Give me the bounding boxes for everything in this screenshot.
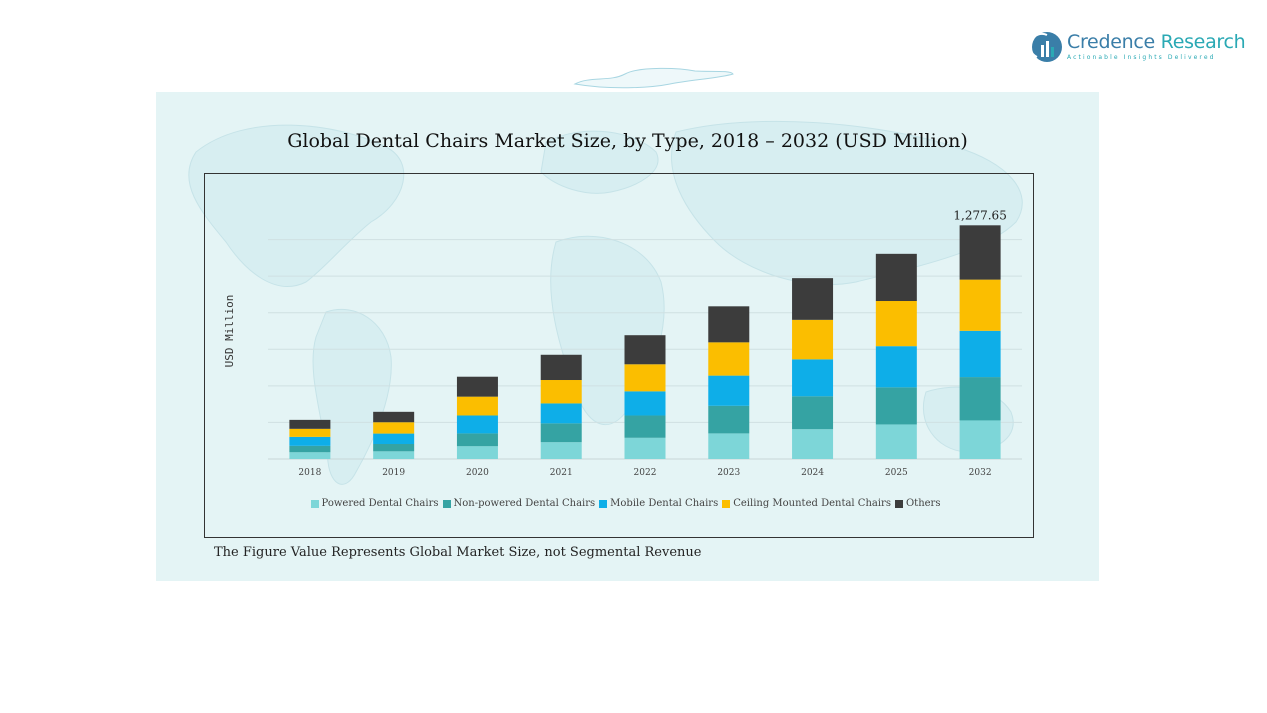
bar-ceiling-mounted-dental-chairs-2022: [624, 364, 666, 392]
bar-others-2021: [540, 354, 582, 381]
bar-powered-dental-chairs-2032: [959, 420, 1001, 459]
bar-ceiling-mounted-dental-chairs-2023: [708, 342, 750, 376]
legend-swatch: [894, 499, 903, 508]
plot-frame: [204, 173, 1034, 538]
bar-non-powered-dental-chairs-2020: [456, 433, 498, 447]
bar-non-powered-dental-chairs-2024: [792, 396, 834, 430]
brand-tagline: Actionable Insights Delivered: [1067, 54, 1216, 61]
brand-name-part1: Credence: [1067, 31, 1155, 53]
total-data-label: 1,277.65: [953, 208, 1006, 222]
brand-name: Credence Research: [1067, 31, 1246, 53]
y-axis-label: USD Million: [223, 295, 236, 368]
bar-powered-dental-chairs-2019: [373, 451, 415, 459]
bar-mobile-dental-chairs-2018: [289, 436, 331, 446]
bar-others-2024: [792, 278, 834, 320]
legend-item: Mobile Dental Chairs: [599, 498, 718, 509]
bar-non-powered-dental-chairs-2022: [624, 415, 666, 438]
legend-item: Others: [894, 498, 941, 509]
chart-panel: Global Dental Chairs Market Size, by Typ…: [156, 92, 1099, 581]
footnote: The Figure Value Represents Global Marke…: [214, 545, 702, 560]
legend-swatch: [310, 499, 319, 508]
bar-non-powered-dental-chairs-2025: [875, 387, 917, 425]
bar-mobile-dental-chairs-2022: [624, 391, 666, 416]
x-tick-label: 2020: [466, 468, 489, 478]
x-tick-label: 2025: [885, 468, 908, 478]
bar-ceiling-mounted-dental-chairs-2024: [792, 319, 834, 360]
legend-item: Ceiling Mounted Dental Chairs: [722, 498, 891, 509]
bar-powered-dental-chairs-2020: [456, 446, 498, 459]
bar-mobile-dental-chairs-2023: [708, 375, 750, 406]
bar-mobile-dental-chairs-2021: [540, 403, 582, 424]
bar-ceiling-mounted-dental-chairs-2025: [875, 301, 917, 347]
stacked-bar-chart: USD Million 2018 2019 2020 2021 2022 2023 2024 2…: [223, 208, 1022, 478]
legend-label: Mobile Dental Chairs: [610, 498, 719, 509]
bar-powered-dental-chairs-2018: [289, 452, 331, 459]
bar-others-2020: [456, 376, 498, 397]
bar-mobile-dental-chairs-2024: [792, 359, 834, 397]
legend-label: Non-powered Dental Chairs: [453, 498, 596, 509]
x-tick-label: 2018: [298, 468, 321, 478]
bar-mobile-dental-chairs-2025: [875, 346, 917, 388]
bar-mobile-dental-chairs-2032: [959, 330, 1001, 378]
x-tick-label: 2032: [969, 468, 992, 478]
bar-non-powered-dental-chairs-2023: [708, 405, 750, 434]
bar-powered-dental-chairs-2025: [875, 424, 917, 459]
bar-ceiling-mounted-dental-chairs-2032: [959, 279, 1001, 331]
bar-others-2022: [624, 335, 666, 365]
bar-non-powered-dental-chairs-2021: [540, 423, 582, 443]
credence-research-logo: Credence Research Actionable Insights De…: [1031, 31, 1246, 65]
legend-label: Powered Dental Chairs: [321, 498, 439, 509]
legend-swatch: [722, 499, 731, 508]
bar-mobile-dental-chairs-2019: [373, 433, 415, 445]
bar-others-2023: [708, 306, 750, 343]
bar-others-2018: [289, 419, 331, 429]
world-map-background: [188, 120, 1023, 485]
bar-ceiling-mounted-dental-chairs-2018: [289, 428, 331, 437]
legend-item: Non-powered Dental Chairs: [442, 498, 596, 509]
x-tick-label: 2022: [634, 468, 657, 478]
legend-swatch: [442, 499, 451, 508]
logo-mark-icon: [1031, 32, 1062, 62]
bar-mobile-dental-chairs-2020: [456, 415, 498, 434]
bar-others-2019: [373, 411, 415, 423]
bar-ceiling-mounted-dental-chairs-2019: [373, 422, 415, 434]
bar-ceiling-mounted-dental-chairs-2021: [540, 380, 582, 404]
bar-non-powered-dental-chairs-2018: [289, 445, 331, 453]
x-tick-label: 2023: [717, 468, 740, 478]
bar-powered-dental-chairs-2022: [624, 437, 666, 459]
chart-legend: Powered Dental Chairs Non-powered Dental …: [156, 498, 1099, 509]
bar-others-2032: [959, 225, 1001, 280]
x-tick-label: 2021: [550, 468, 573, 478]
legend-label: Others: [905, 498, 941, 509]
bar-others-2025: [875, 253, 917, 302]
bar-ceiling-mounted-dental-chairs-2020: [456, 396, 498, 416]
bar-powered-dental-chairs-2023: [708, 433, 750, 459]
legend-swatch: [599, 499, 608, 508]
chart-title: Global Dental Chairs Market Size, by Typ…: [287, 130, 968, 152]
bar-non-powered-dental-chairs-2019: [373, 444, 415, 452]
x-tick-label: 2019: [382, 468, 405, 478]
decorative-island: [573, 67, 734, 89]
bar-powered-dental-chairs-2024: [792, 429, 834, 459]
brand-name-part2: Research: [1160, 31, 1246, 53]
legend-item: Powered Dental Chairs: [310, 498, 439, 509]
x-tick-label: 2024: [801, 468, 824, 478]
bar-non-powered-dental-chairs-2032: [959, 377, 1001, 421]
bar-powered-dental-chairs-2021: [540, 442, 582, 459]
legend-label: Ceiling Mounted Dental Chairs: [733, 498, 891, 509]
